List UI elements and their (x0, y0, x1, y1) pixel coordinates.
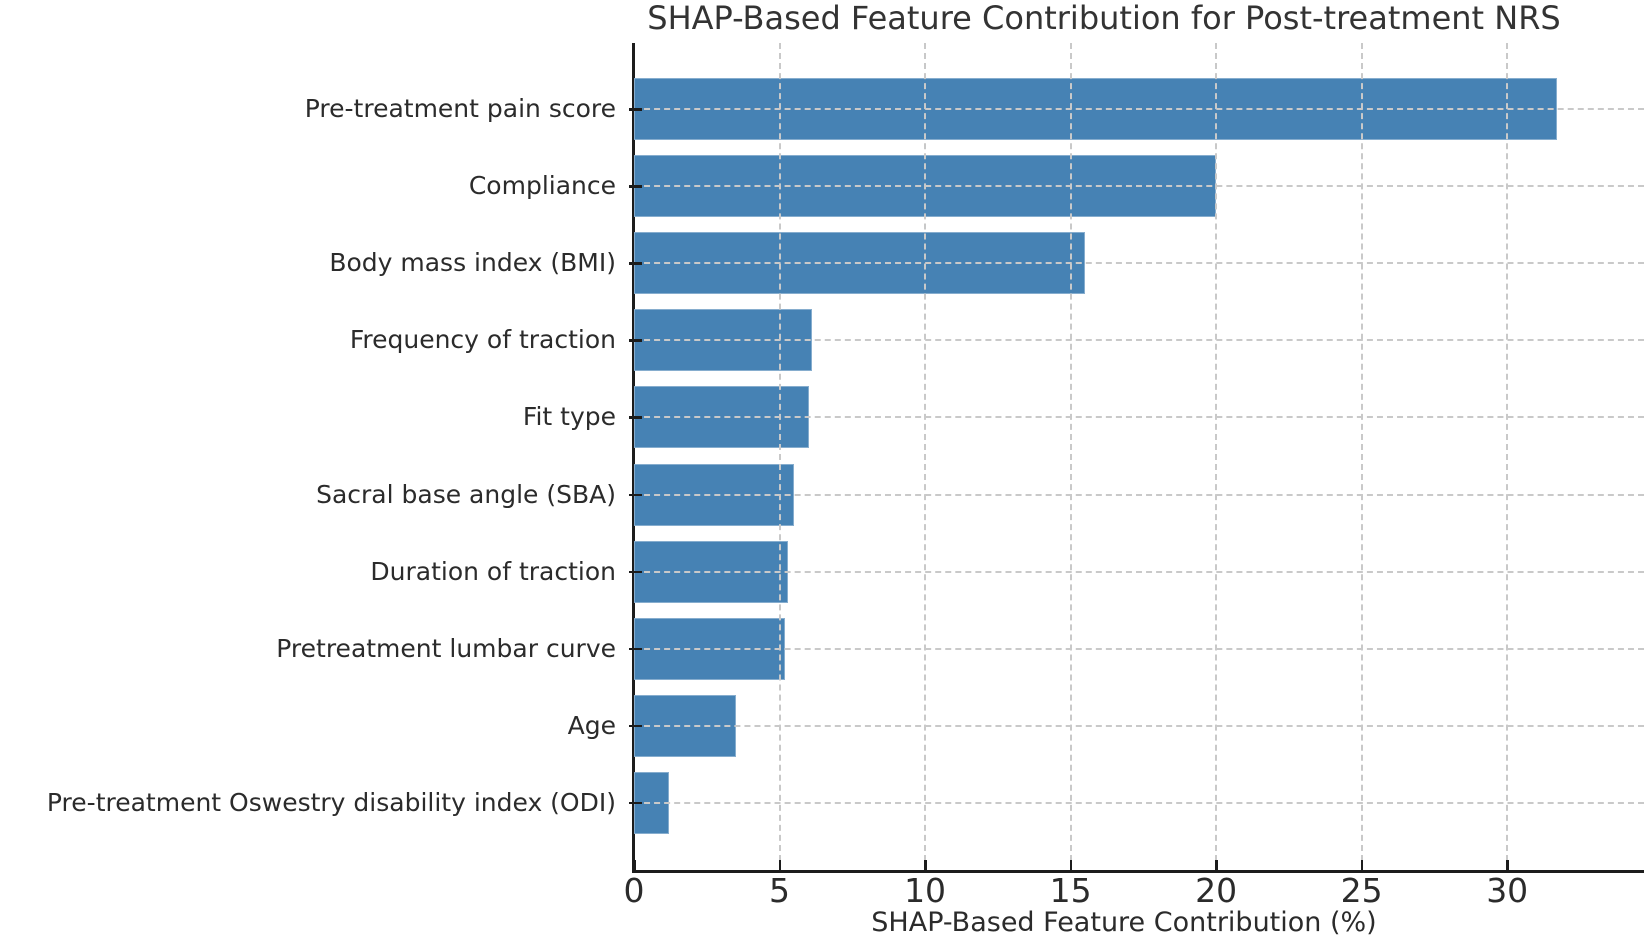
y-tick-mark-8 (629, 724, 642, 728)
x-tick-label-20: 20 (1195, 871, 1238, 910)
y-tick-mark-3 (629, 339, 642, 342)
y-tick-mark-2 (629, 262, 642, 265)
x-tick-label-25: 25 (1340, 871, 1383, 910)
y-axis-category-label-2: Body mass index (BMI) (329, 248, 616, 278)
y-axis-category-label-9: Pre-treatment Oswestry disability index … (46, 787, 616, 817)
y-axis-category-label-1: Compliance (468, 171, 616, 201)
y-gridline-4 (634, 416, 1644, 419)
y-tick-mark-5 (629, 493, 642, 496)
x-axis-label: SHAP-Based Feature Contribution (%) (871, 907, 1377, 938)
y-axis-category-label-4: Fit type (522, 402, 616, 432)
y-tick-mark-1 (629, 185, 642, 188)
x-tick-label-30: 30 (1486, 871, 1529, 910)
x-tick-label-0: 0 (623, 871, 645, 910)
x-tick-mark-30 (1506, 860, 1509, 871)
x-tick-mark-20 (1215, 860, 1218, 871)
x-gridline-5 (778, 43, 781, 871)
y-tick-mark-4 (629, 416, 642, 419)
y-axis-category-label-8: Age (567, 710, 616, 740)
y-tick-mark-7 (629, 647, 642, 651)
y-axis-category-label-6: Duration of traction (370, 556, 616, 586)
y-gridline-2 (634, 262, 1644, 265)
y-tick-mark-6 (629, 570, 642, 574)
x-axis-spine (632, 870, 1644, 873)
x-tick-mark-10 (924, 860, 927, 871)
x-tick-mark-25 (1360, 860, 1364, 871)
y-tick-mark-9 (629, 801, 642, 805)
x-tick-label-10: 10 (904, 871, 947, 910)
y-gridline-3 (634, 339, 1644, 342)
y-tick-mark-0 (629, 108, 642, 111)
y-gridline-9 (634, 801, 1644, 804)
y-gridline-5 (634, 493, 1644, 496)
y-axis-category-label-3: Frequency of traction (349, 325, 616, 355)
x-tick-mark-0 (633, 860, 636, 871)
y-axis-category-label-5: Sacral base angle (SBA) (316, 479, 616, 509)
x-tick-label-15: 15 (1049, 871, 1092, 910)
plot-area (634, 43, 1644, 871)
x-gridline-15 (1069, 43, 1072, 871)
x-gridline-30 (1506, 43, 1509, 871)
x-tick-label-5: 5 (769, 871, 791, 910)
y-axis-category-label-0: Pre-treatment pain score (304, 94, 616, 123)
chart-title: SHAP-Based Feature Contribution for Post… (647, 0, 1561, 37)
y-gridline-8 (634, 724, 1644, 727)
x-gridline-25 (1360, 43, 1363, 871)
x-gridline-10 (924, 43, 927, 871)
y-axis-spine (632, 43, 635, 873)
y-gridline-7 (634, 647, 1644, 650)
x-gridline-20 (1215, 43, 1218, 871)
y-gridline-0 (634, 108, 1644, 110)
y-gridline-6 (634, 570, 1644, 573)
x-tick-mark-15 (1069, 860, 1073, 871)
x-tick-mark-5 (778, 860, 782, 871)
y-axis-category-label-7: Pretreatment lumbar curve (276, 633, 616, 663)
y-gridline-1 (634, 185, 1644, 188)
